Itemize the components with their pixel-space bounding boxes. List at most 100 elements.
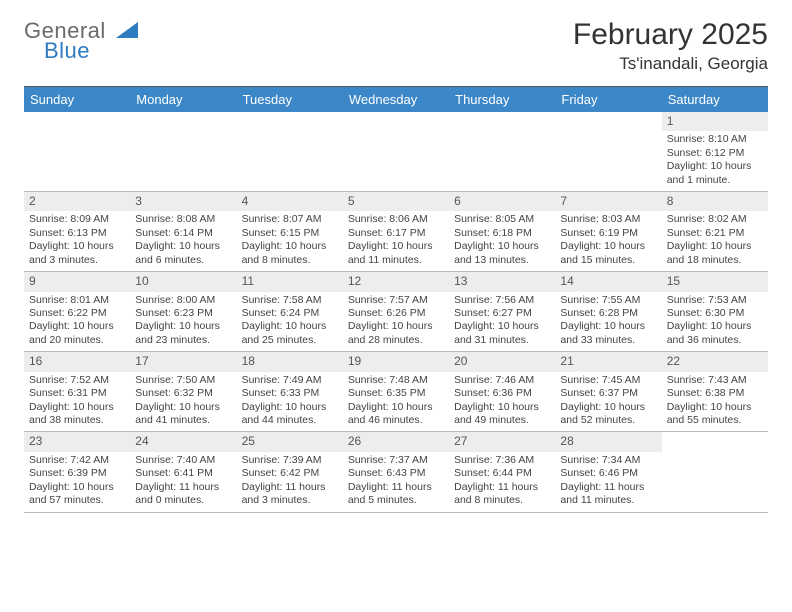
sunset-line: Sunset: 6:43 PM	[348, 467, 444, 480]
day-body: Sunrise: 7:53 AMSunset: 6:30 PMDaylight:…	[662, 293, 768, 352]
sunset-line: Sunset: 6:28 PM	[560, 307, 656, 320]
daylight-line: Daylight: 10 hours and 57 minutes.	[29, 481, 125, 508]
day-number: 17	[130, 352, 236, 371]
day-body: Sunrise: 7:48 AMSunset: 6:35 PMDaylight:…	[343, 373, 449, 432]
sunset-line: Sunset: 6:44 PM	[454, 467, 550, 480]
day-number: 4	[237, 192, 343, 211]
day-number: 27	[449, 432, 555, 451]
day-header: Friday	[555, 87, 661, 112]
week-row: 23Sunrise: 7:42 AMSunset: 6:39 PMDayligh…	[24, 432, 768, 512]
sunrise-line: Sunrise: 7:45 AM	[560, 374, 656, 387]
day-header: Thursday	[449, 87, 555, 112]
day-body: Sunrise: 7:40 AMSunset: 6:41 PMDaylight:…	[130, 453, 236, 512]
sunrise-line: Sunrise: 7:43 AM	[667, 374, 763, 387]
day-body: Sunrise: 7:57 AMSunset: 6:26 PMDaylight:…	[343, 293, 449, 352]
sunset-line: Sunset: 6:39 PM	[29, 467, 125, 480]
daylight-line: Daylight: 10 hours and 25 minutes.	[242, 320, 338, 347]
daylight-line: Daylight: 11 hours and 0 minutes.	[135, 481, 231, 508]
day-body: Sunrise: 7:49 AMSunset: 6:33 PMDaylight:…	[237, 373, 343, 432]
sunrise-line: Sunrise: 8:06 AM	[348, 213, 444, 226]
day-header-row: Sunday Monday Tuesday Wednesday Thursday…	[24, 87, 768, 112]
sunset-line: Sunset: 6:19 PM	[560, 227, 656, 240]
daylight-line: Daylight: 10 hours and 36 minutes.	[667, 320, 763, 347]
daylight-line: Daylight: 10 hours and 55 minutes.	[667, 401, 763, 428]
day-cell: 5Sunrise: 8:06 AMSunset: 6:17 PMDaylight…	[343, 192, 449, 271]
day-cell: 11Sunrise: 7:58 AMSunset: 6:24 PMDayligh…	[237, 272, 343, 351]
sunrise-line: Sunrise: 8:10 AM	[667, 133, 763, 146]
sunset-line: Sunset: 6:15 PM	[242, 227, 338, 240]
day-number: 3	[130, 192, 236, 211]
day-number: 19	[343, 352, 449, 371]
sunrise-line: Sunrise: 7:46 AM	[454, 374, 550, 387]
sunset-line: Sunset: 6:36 PM	[454, 387, 550, 400]
sunset-line: Sunset: 6:21 PM	[667, 227, 763, 240]
day-number: 13	[449, 272, 555, 291]
day-cell: .	[555, 112, 661, 191]
sunrise-line: Sunrise: 7:48 AM	[348, 374, 444, 387]
week-row: 16Sunrise: 7:52 AMSunset: 6:31 PMDayligh…	[24, 352, 768, 432]
sunset-line: Sunset: 6:18 PM	[454, 227, 550, 240]
sunrise-line: Sunrise: 7:53 AM	[667, 294, 763, 307]
calendar: Sunday Monday Tuesday Wednesday Thursday…	[24, 86, 768, 513]
sunset-line: Sunset: 6:30 PM	[667, 307, 763, 320]
daylight-line: Daylight: 11 hours and 8 minutes.	[454, 481, 550, 508]
day-cell: 7Sunrise: 8:03 AMSunset: 6:19 PMDaylight…	[555, 192, 661, 271]
day-body: Sunrise: 8:00 AMSunset: 6:23 PMDaylight:…	[130, 293, 236, 352]
day-number: 25	[237, 432, 343, 451]
sunrise-line: Sunrise: 8:03 AM	[560, 213, 656, 226]
day-cell: 25Sunrise: 7:39 AMSunset: 6:42 PMDayligh…	[237, 432, 343, 511]
day-cell: 26Sunrise: 7:37 AMSunset: 6:43 PMDayligh…	[343, 432, 449, 511]
day-cell: 20Sunrise: 7:46 AMSunset: 6:36 PMDayligh…	[449, 352, 555, 431]
day-body: Sunrise: 8:09 AMSunset: 6:13 PMDaylight:…	[24, 212, 130, 271]
daylight-line: Daylight: 10 hours and 38 minutes.	[29, 401, 125, 428]
sunset-line: Sunset: 6:35 PM	[348, 387, 444, 400]
day-cell: 4Sunrise: 8:07 AMSunset: 6:15 PMDaylight…	[237, 192, 343, 271]
sunset-line: Sunset: 6:14 PM	[135, 227, 231, 240]
day-cell: 14Sunrise: 7:55 AMSunset: 6:28 PMDayligh…	[555, 272, 661, 351]
day-number: 1	[662, 112, 768, 131]
day-number: 21	[555, 352, 661, 371]
day-number: 9	[24, 272, 130, 291]
logo: General Blue	[24, 18, 138, 64]
sunset-line: Sunset: 6:46 PM	[560, 467, 656, 480]
week-row: 9Sunrise: 8:01 AMSunset: 6:22 PMDaylight…	[24, 272, 768, 352]
day-cell: 10 Sunrise: 8:00 AMSunset: 6:23 PMDayligh…	[130, 272, 236, 351]
day-number: 7	[555, 192, 661, 211]
sunrise-line: Sunrise: 7:40 AM	[135, 454, 231, 467]
sunrise-line: Sunrise: 7:56 AM	[454, 294, 550, 307]
day-body: Sunrise: 7:43 AMSunset: 6:38 PMDaylight:…	[662, 373, 768, 432]
daylight-line: Daylight: 11 hours and 11 minutes.	[560, 481, 656, 508]
sunrise-line: Sunrise: 8:05 AM	[454, 213, 550, 226]
day-cell: 13Sunrise: 7:56 AMSunset: 6:27 PMDayligh…	[449, 272, 555, 351]
day-cell: 1Sunrise: 8:10 AMSunset: 6:12 PMDaylight…	[662, 112, 768, 191]
sunrise-line: Sunrise: 7:57 AM	[348, 294, 444, 307]
day-number: 22	[662, 352, 768, 371]
day-body: Sunrise: 7:42 AMSunset: 6:39 PMDaylight:…	[24, 453, 130, 512]
day-cell: 2Sunrise: 8:09 AMSunset: 6:13 PMDaylight…	[24, 192, 130, 271]
day-header: Monday	[130, 87, 236, 112]
day-number: 12	[343, 272, 449, 291]
sunset-line: Sunset: 6:33 PM	[242, 387, 338, 400]
day-number: 16	[24, 352, 130, 371]
day-body: Sunrise: 7:34 AMSunset: 6:46 PMDaylight:…	[555, 453, 661, 512]
day-cell: 24Sunrise: 7:40 AMSunset: 6:41 PMDayligh…	[130, 432, 236, 511]
day-cell: .	[449, 112, 555, 191]
daylight-line: Daylight: 10 hours and 3 minutes.	[29, 240, 125, 267]
day-body: Sunrise: 7:50 AMSunset: 6:32 PMDaylight:…	[130, 373, 236, 432]
logo-triangle-icon	[116, 18, 138, 44]
sunset-line: Sunset: 6:26 PM	[348, 307, 444, 320]
sunset-line: Sunset: 6:31 PM	[29, 387, 125, 400]
day-number: 23	[24, 432, 130, 451]
sunrise-line: Sunrise: 7:42 AM	[29, 454, 125, 467]
day-number: 8	[662, 192, 768, 211]
day-number: 18	[237, 352, 343, 371]
daylight-line: Daylight: 10 hours and 11 minutes.	[348, 240, 444, 267]
sunrise-line: Sunrise: 7:34 AM	[560, 454, 656, 467]
daylight-line: Daylight: 10 hours and 33 minutes.	[560, 320, 656, 347]
sunrise-line: Sunrise: 8:07 AM	[242, 213, 338, 226]
day-number: 10	[130, 272, 236, 291]
daylight-line: Daylight: 10 hours and 20 minutes.	[29, 320, 125, 347]
sunrise-line: Sunrise: 7:39 AM	[242, 454, 338, 467]
daylight-line: Daylight: 10 hours and 23 minutes.	[135, 320, 231, 347]
sunset-line: Sunset: 6:23 PM	[135, 307, 231, 320]
